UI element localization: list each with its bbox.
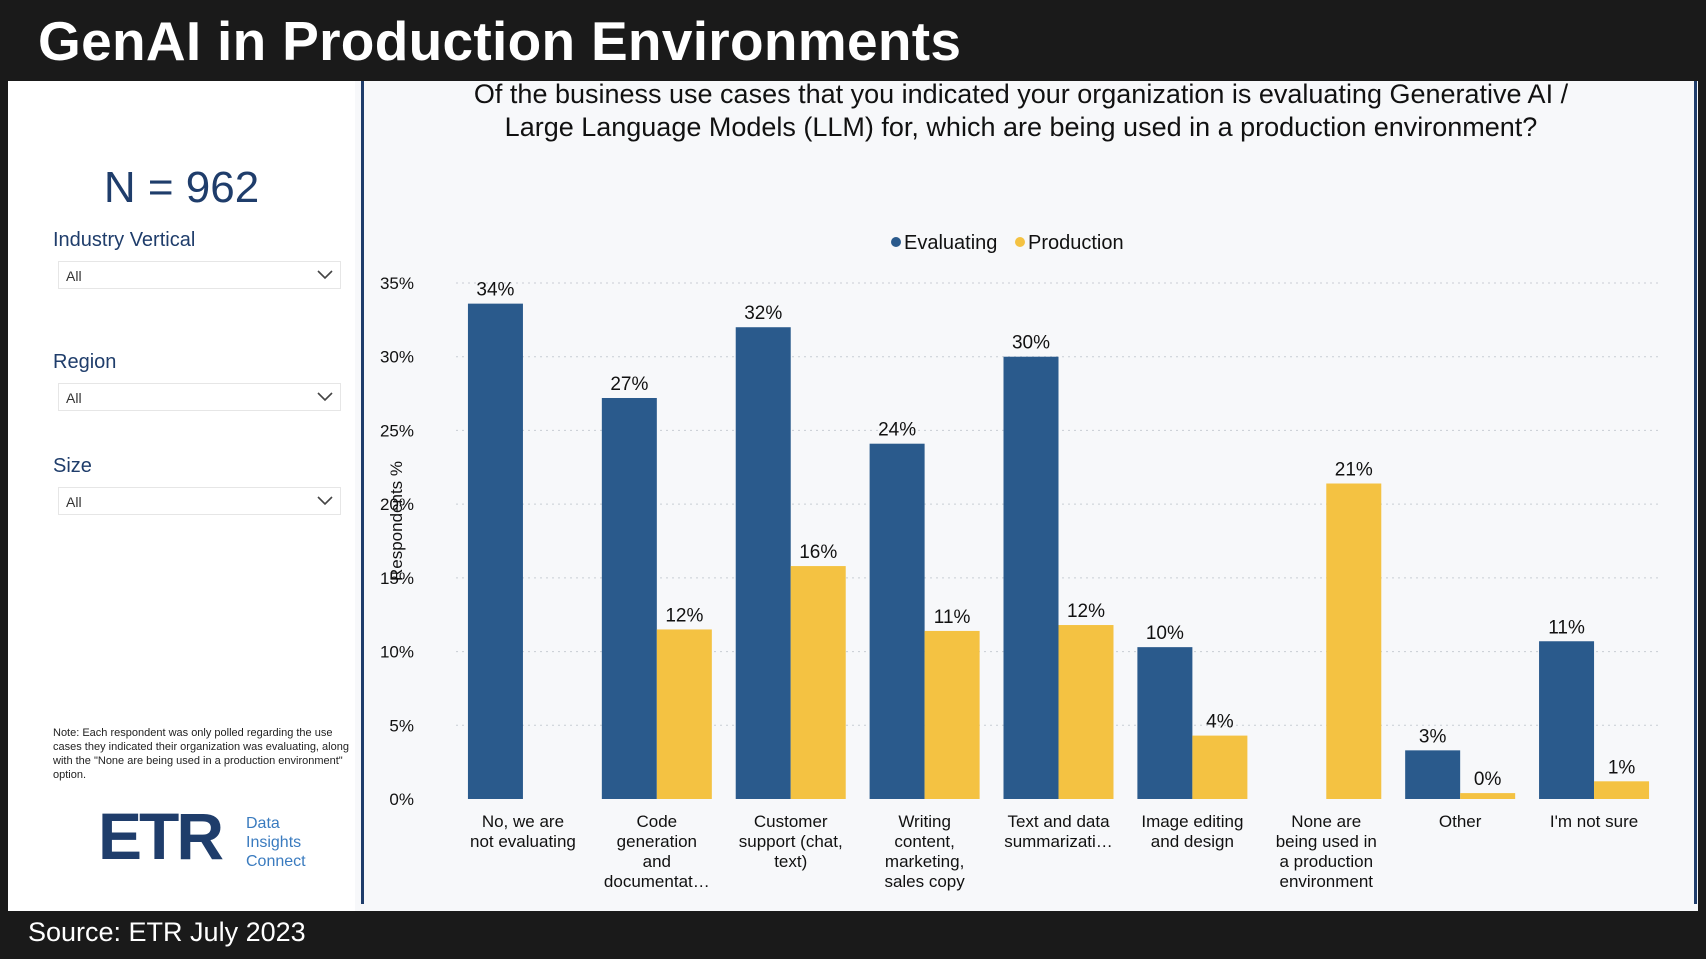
y-tick-label: 35% xyxy=(380,274,414,293)
size-select[interactable]: All xyxy=(58,487,341,515)
y-tick-label: 0% xyxy=(389,790,414,809)
chevron-down-icon xyxy=(317,496,333,506)
bar-chart: Of the business use cases that you indic… xyxy=(380,81,1661,891)
industry-vertical-select[interactable]: All xyxy=(58,261,341,289)
data-label-evaluating: 24% xyxy=(878,420,916,441)
bar-production xyxy=(1594,781,1650,799)
data-label-evaluating: 27% xyxy=(610,374,648,395)
x-tick-label: Other xyxy=(1439,812,1482,831)
chart-title-line-1: Of the business use cases that you indic… xyxy=(474,81,1569,109)
bar-production xyxy=(1192,735,1248,799)
x-tick-label: summarizati… xyxy=(1004,832,1113,851)
source-caption: Source: ETR July 2023 xyxy=(28,917,306,947)
y-tick-label: 30% xyxy=(380,348,414,367)
bar-production xyxy=(1326,483,1382,799)
x-tick-label: being used in xyxy=(1276,832,1377,851)
logo-line-3: Connect xyxy=(246,853,306,870)
legend-marker-production xyxy=(1015,237,1025,247)
bar-production xyxy=(1058,625,1114,799)
panel-right-edge xyxy=(1694,81,1697,904)
x-tick-label: Code xyxy=(637,812,678,831)
x-tick-label: No, we are xyxy=(482,812,564,831)
x-tick-label: documentat… xyxy=(604,872,710,891)
x-tick-label: Image editing xyxy=(1141,812,1243,831)
region-label: Region xyxy=(53,351,117,373)
bar-production xyxy=(924,630,980,799)
data-label-production: 4% xyxy=(1206,712,1234,733)
y-tick-label: 10% xyxy=(380,643,414,662)
data-label-production: 1% xyxy=(1608,757,1636,778)
data-label-evaluating: 34% xyxy=(476,280,514,301)
bar-evaluating xyxy=(467,303,523,799)
x-tick-label: and design xyxy=(1151,832,1234,851)
methodology-note: Note: Each respondent was only polled re… xyxy=(53,727,349,781)
x-tick-label: Customer xyxy=(754,812,828,831)
x-tick-label: I'm not sure xyxy=(1550,812,1638,831)
legend-label-evaluating: Evaluating xyxy=(904,232,997,254)
industry-vertical-value: All xyxy=(66,268,82,284)
region-value: All xyxy=(66,390,82,406)
chevron-down-icon xyxy=(317,270,333,280)
y-tick-label: 15% xyxy=(380,569,414,588)
panel-divider xyxy=(361,81,364,904)
data-label-production: 16% xyxy=(799,542,837,563)
x-tick-label: and xyxy=(643,852,671,871)
chevron-down-icon xyxy=(317,392,333,402)
page-title: GenAI in Production Environments xyxy=(38,10,962,72)
region-select[interactable]: All xyxy=(58,383,341,411)
industry-vertical-label: Industry Vertical xyxy=(53,229,196,251)
legend-marker-evaluating xyxy=(891,237,901,247)
footer: Source: ETR July 2023 xyxy=(0,911,1706,959)
bar-evaluating xyxy=(869,443,925,799)
data-label-production: 11% xyxy=(934,607,971,628)
x-tick-label: content, xyxy=(894,832,955,851)
bar-evaluating xyxy=(1137,647,1193,799)
dashboard-panel: N = 962 Industry Vertical All Region All… xyxy=(8,81,1698,911)
x-tick-label: generation xyxy=(617,832,697,851)
data-label-evaluating: 10% xyxy=(1146,623,1184,644)
data-label-evaluating: 32% xyxy=(744,303,782,324)
filter-sidebar: N = 962 Industry Vertical All Region All… xyxy=(8,81,355,911)
bar-production xyxy=(656,629,712,799)
x-tick-label: text) xyxy=(774,852,807,871)
logo-line-2: Insights xyxy=(246,834,301,851)
x-tick-label: a production xyxy=(1279,852,1373,871)
size-value: All xyxy=(66,494,82,510)
logo-line-1: Data xyxy=(246,815,280,832)
y-tick-label: 20% xyxy=(380,495,414,514)
x-tick-label: environment xyxy=(1279,872,1373,891)
logo-mark: ETR xyxy=(98,801,223,873)
size-label: Size xyxy=(53,455,92,477)
data-label-evaluating: 3% xyxy=(1419,726,1447,747)
data-label-evaluating: 30% xyxy=(1012,333,1050,354)
x-tick-label: marketing, xyxy=(885,852,964,871)
x-tick-label: None are xyxy=(1291,812,1361,831)
bar-evaluating xyxy=(1003,356,1059,799)
bar-evaluating xyxy=(1405,750,1461,799)
etr-logo: ETR Data Insights Connect xyxy=(98,801,306,873)
y-tick-label: 5% xyxy=(389,716,414,735)
x-tick-label: sales copy xyxy=(884,872,965,891)
y-axis-label: Respondents % xyxy=(387,461,406,581)
x-tick-label: not evaluating xyxy=(470,832,576,851)
data-label-production: 21% xyxy=(1335,460,1373,481)
legend-label-production: Production xyxy=(1028,232,1124,254)
x-tick-label: support (chat, xyxy=(739,832,843,851)
bar-evaluating xyxy=(1539,641,1595,799)
data-label-production: 12% xyxy=(1067,601,1105,622)
bar-evaluating xyxy=(601,397,657,799)
data-label-production: 0% xyxy=(1474,769,1502,790)
x-tick-label: Text and data xyxy=(1007,812,1110,831)
y-tick-label: 25% xyxy=(380,421,414,440)
bar-production xyxy=(1460,793,1516,799)
x-tick-label: Writing xyxy=(898,812,951,831)
data-label-evaluating: 11% xyxy=(1548,617,1585,638)
bar-evaluating xyxy=(735,327,791,799)
respondent-count: N = 962 xyxy=(103,163,260,212)
bar-production xyxy=(790,566,846,799)
data-label-production: 12% xyxy=(665,605,703,626)
title-bar: GenAI in Production Environments xyxy=(0,0,1706,81)
chart-title-line-2: Large Language Models (LLM) for, which a… xyxy=(505,112,1538,142)
